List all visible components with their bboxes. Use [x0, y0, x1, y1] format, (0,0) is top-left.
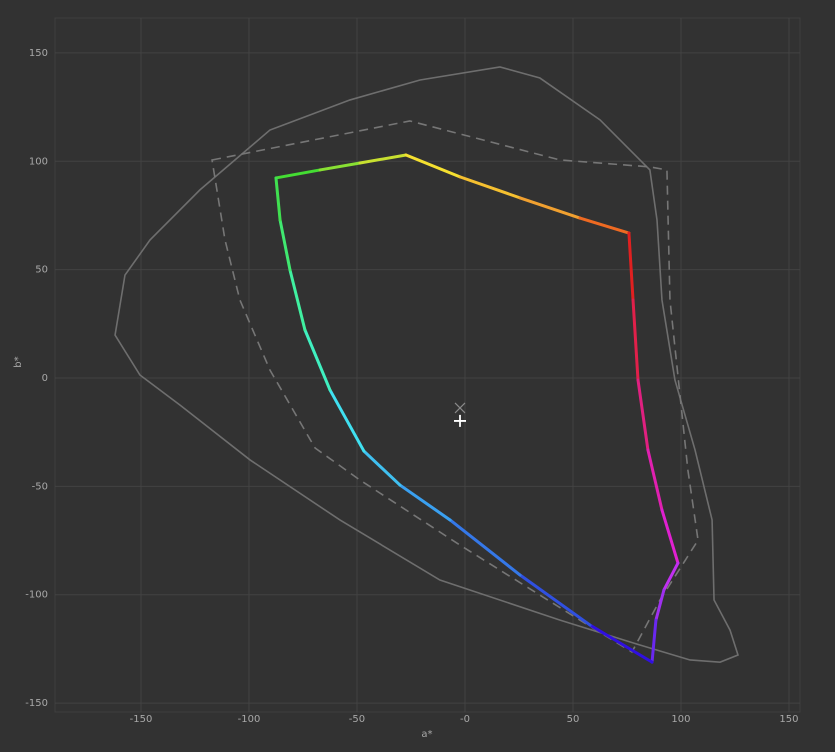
- x-tick-label: -100: [238, 714, 261, 725]
- gamut-segment: [404, 153, 462, 179]
- gamut-segment: [362, 449, 402, 487]
- x-tick-label: -50: [349, 714, 365, 725]
- gamut-segment: [288, 268, 307, 332]
- gamut-segment: [278, 218, 292, 272]
- point-marker: [454, 402, 466, 414]
- gamut-segment: [654, 588, 666, 622]
- y-tick-label: -150: [25, 698, 48, 709]
- gamut-segment: [398, 483, 452, 522]
- gamut-outline: [114, 66, 739, 663]
- gamut-segment: [448, 518, 522, 577]
- gamut-outline: [211, 120, 699, 654]
- gamut-segment: [627, 231, 635, 302]
- plot-frame: [54, 17, 801, 713]
- y-tick-label: 150: [29, 48, 48, 59]
- gamut-segment: [518, 573, 592, 627]
- gamut-segment: [358, 153, 408, 165]
- gamut-segment: [518, 196, 582, 220]
- gamut-segment: [660, 508, 680, 565]
- gamut-segment: [274, 168, 322, 180]
- x-tick-label: 50: [567, 714, 580, 725]
- gamut-segment: [303, 328, 332, 392]
- y-tick-label: 0: [42, 373, 48, 384]
- gamut-segment: [646, 448, 664, 512]
- y-tick-label: 50: [35, 265, 48, 276]
- gamut-segment: [274, 176, 282, 222]
- gamut-segment: [318, 161, 362, 172]
- gamut-segment: [631, 298, 640, 382]
- gamut-segment: [636, 378, 650, 452]
- gamut-segment: [588, 623, 654, 664]
- x-tick-label: -150: [130, 714, 153, 725]
- x-tick-label: 100: [671, 714, 690, 725]
- x-tick-label: 150: [779, 714, 798, 725]
- y-tick-label: -50: [32, 481, 48, 492]
- y-tick-label: 100: [29, 156, 48, 167]
- x-axis-label: a*: [421, 729, 432, 740]
- gamut-segment: [662, 561, 680, 592]
- y-axis-label: b*: [13, 356, 24, 367]
- x-tick-label: -0: [460, 714, 470, 725]
- gamut-segment: [650, 618, 658, 664]
- gamut-segment: [578, 216, 631, 235]
- y-tick-label: -100: [25, 590, 48, 601]
- gamut-segment: [458, 175, 522, 200]
- gamut-segment: [328, 388, 366, 453]
- point-marker: [454, 414, 467, 427]
